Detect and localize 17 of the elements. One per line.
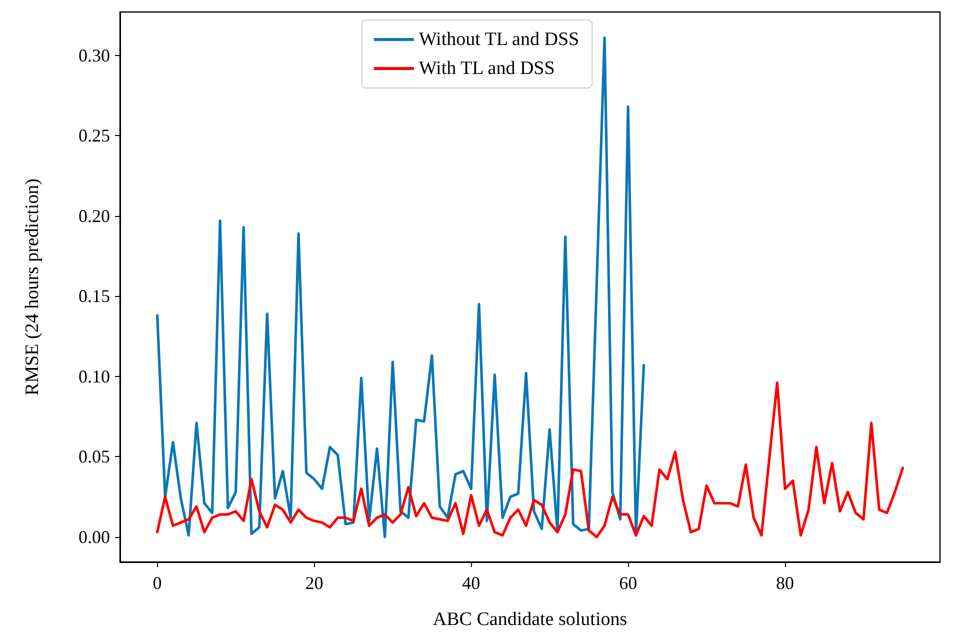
x-tick-label: 0 [152,573,162,593]
y-tick-label: 0.10 [78,366,110,386]
line-series [156,382,904,538]
y-tick-label: 0.25 [78,126,110,146]
y-tick-label: 0.15 [78,286,110,306]
legend-label: With TL and DSS [418,58,555,79]
x-tick-label: 60 [619,573,638,593]
y-tick-label: 0.05 [78,446,110,467]
x-axis-title: ABC Candidate solutions [432,609,628,630]
x-tick-label: 40 [462,573,480,593]
legend-label: Without TL and DSS [418,29,580,50]
y-tick-label: 0.30 [78,45,110,66]
y-axis-title: RMSE (24 hours prediction) [22,178,43,396]
y-tick-label: 0.20 [78,206,110,226]
x-tick-label: 20 [305,573,324,593]
x-tick-label: 80 [776,573,794,593]
y-tick-label: 0.00 [78,526,110,547]
